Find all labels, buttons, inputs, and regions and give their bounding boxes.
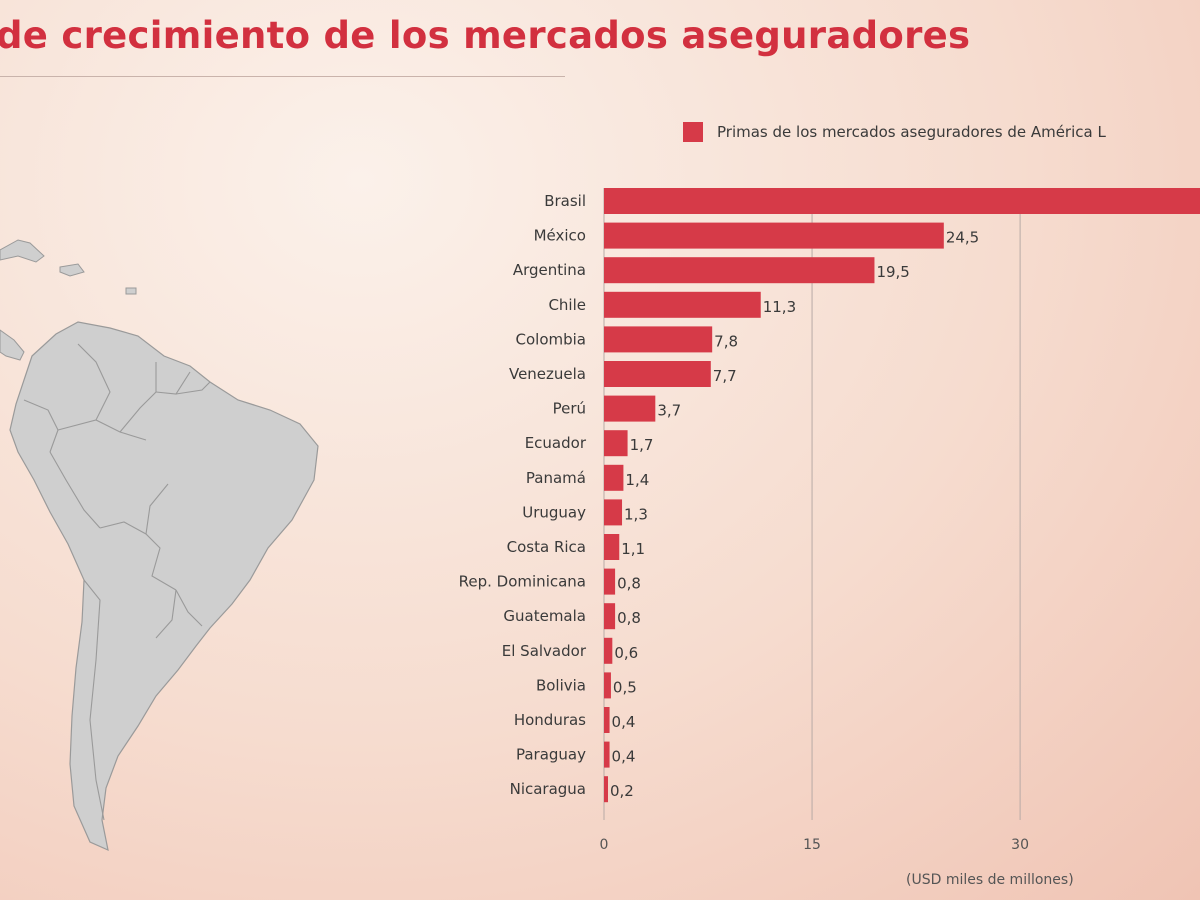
- category-label-8: Panamá: [526, 469, 586, 487]
- data-label-5: 7,7: [713, 367, 737, 385]
- caribbean-islands: [0, 239, 137, 361]
- category-label-12: Guatemala: [503, 607, 586, 625]
- bar-14: [604, 672, 611, 699]
- category-label-7: Ecuador: [525, 434, 587, 452]
- data-label-7: 1,7: [630, 436, 654, 454]
- data-label-2: 19,5: [876, 263, 909, 281]
- bar-3: [604, 291, 761, 318]
- page-title: de crecimiento de los mercados asegurado…: [0, 14, 971, 57]
- data-label-4: 7,8: [714, 332, 738, 350]
- bar-15: [604, 707, 610, 733]
- bar-9: [604, 499, 623, 526]
- category-label-5: Venezuela: [509, 365, 586, 383]
- bar-8: [604, 464, 624, 491]
- data-label-6: 3,7: [657, 402, 681, 420]
- category-label-16: Paraguay: [516, 746, 586, 764]
- data-label-13: 0,6: [614, 644, 638, 662]
- category-label-14: Bolivia: [536, 676, 586, 694]
- category-label-4: Colombia: [516, 330, 587, 348]
- category-label-2: Argentina: [513, 261, 586, 279]
- bar-5: [604, 361, 711, 387]
- category-label-10: Costa Rica: [507, 538, 586, 556]
- data-label-16: 0,4: [612, 748, 636, 766]
- x-tick-label-0: 0: [600, 837, 609, 853]
- category-label-15: Honduras: [514, 711, 586, 729]
- data-label-15: 0,4: [612, 713, 636, 731]
- category-label-9: Uruguay: [522, 503, 586, 521]
- category-label-11: Rep. Dominicana: [459, 573, 586, 591]
- bar-12: [604, 603, 616, 630]
- legend-label: Primas de los mercados aseguradores de A…: [717, 123, 1106, 141]
- bar-6: [604, 395, 656, 422]
- bar-17: [604, 776, 608, 803]
- bar-11: [604, 568, 616, 595]
- data-label-14: 0,5: [613, 678, 637, 696]
- data-label-8: 1,4: [625, 471, 649, 489]
- data-label-10: 1,1: [621, 540, 645, 558]
- bar-0: [604, 188, 1200, 214]
- bar-16: [604, 741, 610, 768]
- bar-2: [604, 257, 875, 284]
- south-america-map: [0, 239, 319, 852]
- x-tick-label-30: 30: [1011, 837, 1029, 853]
- bar-10: [604, 534, 620, 560]
- bar-1: [604, 222, 944, 249]
- category-label-13: El Salvador: [502, 642, 587, 660]
- legend: Primas de los mercados aseguradores de A…: [683, 122, 1106, 142]
- x-axis-unit-label: (USD miles de millones): [906, 872, 1074, 888]
- title-divider: [0, 76, 565, 77]
- bar-13: [604, 637, 613, 664]
- category-label-0: Brasil: [544, 192, 586, 210]
- bar-7: [604, 430, 628, 457]
- x-tick-label-15: 15: [803, 837, 821, 853]
- bar-4: [604, 326, 713, 353]
- data-label-1: 24,5: [946, 229, 979, 247]
- data-label-17: 0,2: [610, 782, 634, 800]
- country-borders: [23, 343, 211, 821]
- category-label-3: Chile: [548, 296, 586, 314]
- data-label-9: 1,3: [624, 505, 648, 523]
- category-label-17: Nicaragua: [510, 780, 586, 798]
- category-label-1: México: [534, 227, 586, 245]
- data-label-12: 0,8: [617, 609, 641, 627]
- data-label-11: 0,8: [617, 575, 641, 593]
- legend-swatch: [683, 122, 703, 142]
- category-label-6: Perú: [553, 400, 586, 418]
- data-label-3: 11,3: [763, 298, 796, 316]
- continent-shape: [9, 321, 319, 852]
